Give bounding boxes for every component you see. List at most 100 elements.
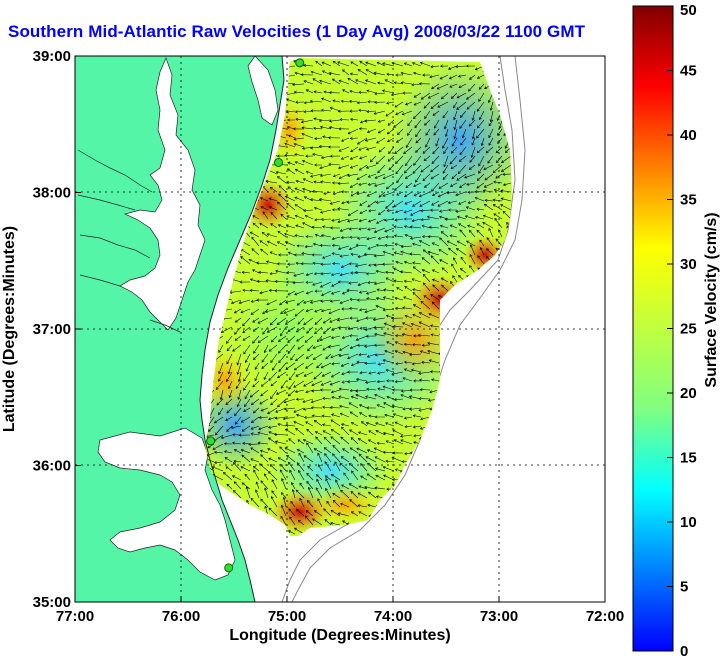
velocity-arrowhead bbox=[337, 109, 341, 113]
colorbar-tick-label: 20 bbox=[680, 385, 697, 402]
velocity-arrowhead bbox=[320, 262, 324, 266]
velocity-arrowhead bbox=[474, 196, 478, 200]
velocity-arrow bbox=[366, 236, 377, 240]
velocity-arrowhead bbox=[296, 302, 300, 306]
velocity-arrow bbox=[435, 137, 440, 147]
velocity-arrow bbox=[394, 421, 404, 427]
velocity-arrowhead bbox=[377, 212, 381, 216]
velocity-arrow bbox=[272, 362, 278, 371]
velocity-arrowhead bbox=[393, 439, 397, 442]
velocity-arrow bbox=[395, 110, 404, 115]
velocity-arrowhead bbox=[280, 385, 284, 389]
velocity-arrowhead bbox=[492, 204, 496, 207]
velocity-arrowhead bbox=[450, 166, 454, 169]
velocity-arrowhead bbox=[407, 132, 410, 136]
velocity-arrowhead bbox=[276, 322, 280, 325]
velocity-arrowhead bbox=[350, 422, 354, 425]
velocity-arrow bbox=[270, 389, 278, 399]
velocity-arrowhead bbox=[349, 334, 352, 338]
velocity-arrowhead bbox=[340, 99, 344, 103]
velocity-arrowhead bbox=[259, 222, 263, 226]
velocity-arrow bbox=[295, 427, 305, 436]
velocity-arrow bbox=[235, 317, 242, 323]
velocity-arrowhead bbox=[230, 425, 234, 429]
velocity-arrowhead bbox=[316, 474, 319, 478]
velocity-arrow bbox=[321, 109, 332, 112]
velocity-arrowhead bbox=[349, 72, 353, 76]
velocity-arrowhead bbox=[411, 219, 415, 223]
velocity-arrowhead bbox=[231, 441, 235, 445]
velocity-arrow bbox=[288, 462, 296, 472]
velocity-arrow bbox=[479, 110, 485, 120]
velocity-arrowhead bbox=[373, 71, 377, 75]
velocity-arrowhead bbox=[386, 72, 390, 76]
velocity-arrowhead bbox=[427, 349, 431, 353]
velocity-arrow bbox=[476, 182, 485, 189]
velocity-arrow bbox=[405, 137, 413, 148]
velocity-arrow bbox=[214, 461, 224, 463]
velocity-arrowhead bbox=[403, 296, 407, 300]
velocity-arrow bbox=[462, 128, 467, 139]
velocity-arrowhead bbox=[350, 252, 354, 256]
velocity-arrow bbox=[368, 263, 377, 266]
velocity-arrow bbox=[439, 209, 449, 212]
velocity-arrowhead bbox=[341, 380, 345, 384]
velocity-arrowhead bbox=[317, 452, 321, 456]
velocity-arrowhead bbox=[236, 371, 240, 375]
velocity-arrowhead bbox=[314, 289, 318, 293]
velocity-arrow bbox=[322, 70, 332, 76]
velocity-arrowhead bbox=[482, 189, 486, 193]
velocity-arrowhead bbox=[250, 402, 254, 406]
velocity-arrow bbox=[355, 79, 368, 85]
velocity-arrowhead bbox=[429, 324, 434, 328]
velocity-arrow bbox=[484, 203, 494, 211]
velocity-arrowhead bbox=[340, 502, 344, 506]
velocity-arrowhead bbox=[385, 235, 389, 239]
velocity-arrow bbox=[314, 308, 323, 313]
velocity-arrow bbox=[432, 284, 440, 292]
velocity-arrowhead bbox=[269, 272, 273, 276]
velocity-arrow bbox=[260, 498, 269, 508]
velocity-arrowhead bbox=[447, 208, 451, 212]
velocity-arrow bbox=[374, 254, 386, 257]
velocity-arrow bbox=[415, 146, 422, 153]
velocity-arrowhead bbox=[274, 279, 278, 283]
velocity-arrowhead bbox=[348, 99, 352, 103]
velocity-arrow bbox=[490, 110, 494, 122]
velocity-arrowhead bbox=[484, 198, 488, 202]
velocity-arrow bbox=[502, 211, 512, 220]
velocity-arrowhead bbox=[395, 112, 399, 116]
velocity-arrow bbox=[338, 326, 350, 329]
velocity-arrow bbox=[377, 164, 386, 174]
velocity-arrow bbox=[297, 439, 305, 445]
velocity-arrow bbox=[375, 353, 386, 356]
velocity-arrowhead bbox=[366, 193, 370, 197]
velocity-arrow bbox=[252, 222, 260, 229]
velocity-arrow bbox=[306, 272, 314, 276]
velocity-arrowhead bbox=[349, 235, 352, 239]
velocity-arrowhead bbox=[278, 185, 282, 189]
velocity-arrowhead bbox=[335, 479, 338, 483]
velocity-arrowhead bbox=[377, 362, 381, 366]
velocity-arrow bbox=[441, 231, 449, 238]
velocity-arrow bbox=[295, 110, 305, 113]
velocity-arrowhead bbox=[483, 203, 487, 207]
velocity-arrowhead bbox=[367, 100, 371, 104]
velocity-arrow bbox=[421, 361, 431, 364]
velocity-arrowhead bbox=[359, 211, 363, 214]
velocity-arrow bbox=[301, 133, 314, 139]
velocity-arrow bbox=[468, 83, 476, 92]
velocity-arrowhead bbox=[374, 456, 378, 460]
velocity-arrowhead bbox=[348, 247, 352, 251]
velocity-arrow bbox=[303, 439, 314, 445]
velocity-arrowhead bbox=[253, 469, 256, 473]
velocity-arrow bbox=[361, 421, 368, 427]
velocity-arrowhead bbox=[376, 61, 380, 65]
velocity-arrow bbox=[288, 134, 296, 139]
velocity-arrow bbox=[364, 308, 377, 313]
velocity-arrowhead bbox=[287, 251, 291, 255]
velocity-arrow bbox=[456, 92, 467, 99]
coastline bbox=[199, 56, 285, 602]
velocity-arrow bbox=[365, 396, 377, 400]
